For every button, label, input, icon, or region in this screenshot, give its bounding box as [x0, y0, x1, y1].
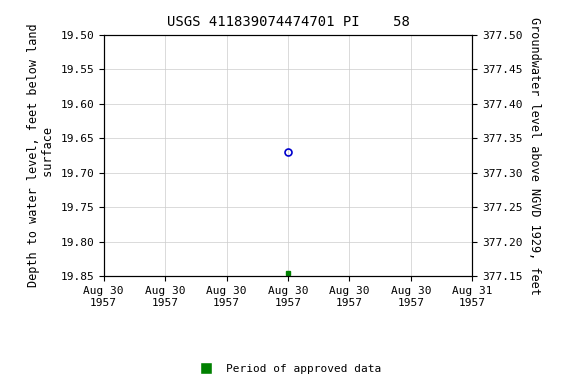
Y-axis label: Groundwater level above NGVD 1929, feet: Groundwater level above NGVD 1929, feet: [528, 17, 541, 295]
Legend: Period of approved data: Period of approved data: [191, 359, 385, 379]
Y-axis label: Depth to water level, feet below land
 surface: Depth to water level, feet below land su…: [26, 24, 55, 287]
Title: USGS 411839074474701 PI    58: USGS 411839074474701 PI 58: [166, 15, 410, 29]
